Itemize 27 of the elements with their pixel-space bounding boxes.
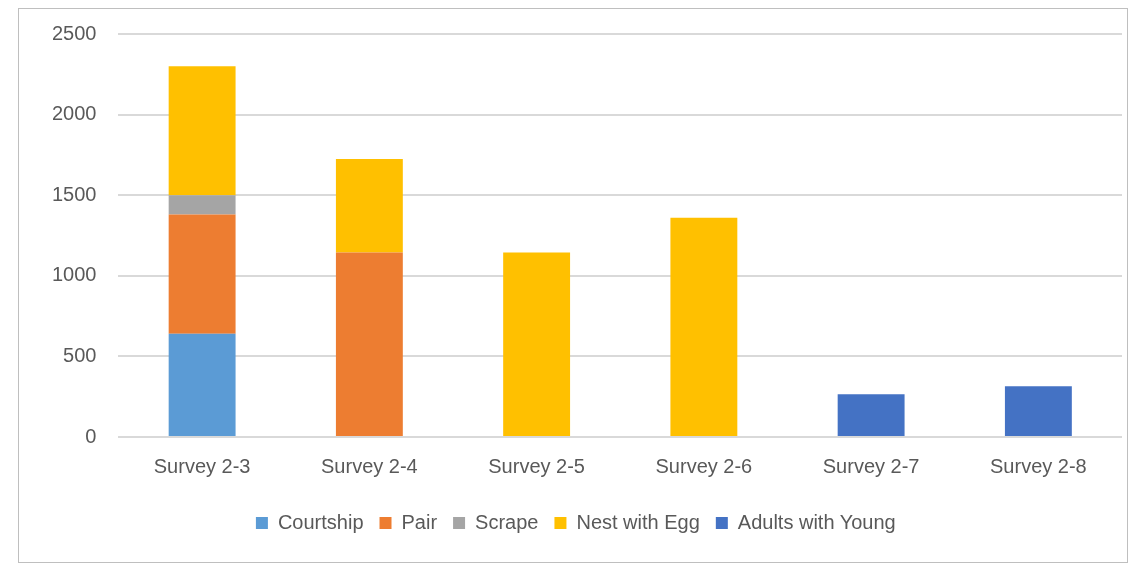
x-tick-label: Survey 2-8: [990, 454, 1087, 477]
legend-label: Scrape: [475, 510, 539, 533]
bar: [335, 158, 403, 253]
bar: [168, 214, 236, 334]
bar: [670, 217, 738, 436]
bar: [503, 252, 571, 436]
y-tick-label: 2500: [51, 21, 97, 44]
x-tick-label: Survey 2-7: [822, 454, 920, 477]
y-tick-label: 0: [85, 424, 97, 447]
bar: [168, 333, 236, 436]
x-tick-label: Survey 2-6: [655, 454, 753, 477]
bar: [168, 66, 236, 196]
x-tick-label: Survey 2-5: [488, 454, 585, 477]
y-tick-label: 1000: [51, 263, 97, 286]
x-tick-label: Survey 2-3: [153, 454, 251, 477]
legend-label: Pair: [401, 510, 438, 533]
legend-label: Adults with Young: [737, 510, 896, 533]
bar: [1004, 386, 1072, 436]
bar: [168, 195, 236, 215]
x-tick-label: Survey 2-4: [321, 454, 418, 477]
y-tick-label: 1500: [51, 182, 97, 205]
legend-label: Nest with Egg: [576, 510, 700, 533]
y-tick-label: 500: [63, 343, 97, 366]
legend-label: Courtship: [277, 510, 364, 533]
bar: [335, 252, 403, 436]
y-tick-label: 2000: [51, 102, 97, 125]
bar: [837, 394, 905, 436]
